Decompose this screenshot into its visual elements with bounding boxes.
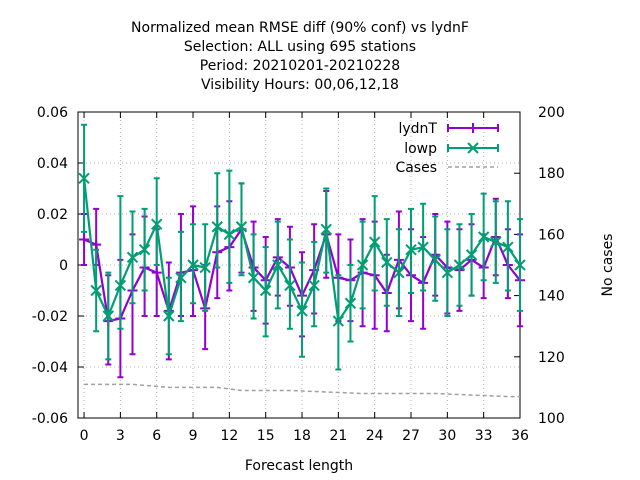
error-bar xyxy=(226,169,233,284)
x-tick-label: 3 xyxy=(116,428,125,444)
chart-title: Normalized mean RMSE diff (90% conf) vs … xyxy=(131,20,469,93)
y2-tick-label: 120 xyxy=(538,350,565,366)
data-point xyxy=(151,218,163,230)
y-axis-ticks: -0.06 -0.04 -0.02 0 0.02 0.04 0.06 xyxy=(32,105,84,427)
title-line: Normalized mean RMSE diff (90% conf) vs … xyxy=(131,20,469,36)
data-point xyxy=(272,259,284,271)
data-point xyxy=(90,284,102,297)
x-tick-label: 6 xyxy=(152,428,161,444)
x-tick-label: 27 xyxy=(402,428,420,444)
data-point xyxy=(308,279,320,292)
series-lowp xyxy=(78,123,526,371)
error-bar xyxy=(214,172,221,269)
data-point xyxy=(441,266,454,279)
data-point xyxy=(381,256,393,269)
data-point xyxy=(79,234,90,245)
title-line: Period: 20210201-20210228 xyxy=(200,58,400,74)
y-tick-label: -0.02 xyxy=(32,309,68,325)
data-point xyxy=(284,279,296,292)
data-point xyxy=(405,243,417,256)
x-tick-label: 15 xyxy=(257,428,275,444)
data-point xyxy=(163,310,175,322)
y2-tick-label: 180 xyxy=(538,166,565,182)
data-point xyxy=(91,239,102,250)
x-tick-label: 21 xyxy=(329,428,347,444)
data-point xyxy=(393,266,405,279)
legend-label: Cases xyxy=(395,160,437,176)
series-cases xyxy=(84,383,520,398)
data-point xyxy=(465,249,478,261)
data-point xyxy=(477,231,490,243)
x-tick-label: 30 xyxy=(438,428,456,444)
legend-marker xyxy=(468,123,478,133)
y-tick-label: -0.04 xyxy=(32,360,68,376)
legend-label: lydnT xyxy=(399,121,438,137)
data-point xyxy=(296,305,308,317)
x-tick-label: 24 xyxy=(366,428,384,444)
y-tick-label: 0.06 xyxy=(37,105,68,121)
x-tick-label: 33 xyxy=(475,428,493,444)
data-point xyxy=(259,284,272,297)
y-tick-label: 0 xyxy=(59,258,68,274)
data-point xyxy=(78,172,90,185)
y-tick-label: -0.06 xyxy=(32,411,68,427)
legend-label: lowp xyxy=(404,141,437,157)
data-point xyxy=(320,223,332,236)
error-bar xyxy=(117,195,124,330)
data-point xyxy=(247,272,260,284)
data-point xyxy=(453,259,466,271)
title-line: Selection: ALL using 695 stations xyxy=(184,39,416,55)
title-line: Visibility Hours: 00,06,12,18 xyxy=(201,77,399,93)
y2-tick-label: 140 xyxy=(538,289,565,305)
x-axis-ticks: 0 3 6 9 12 15 18 21 24 27 30 33 36 xyxy=(80,112,529,444)
data-point xyxy=(417,241,429,253)
data-point xyxy=(368,236,381,248)
data-point xyxy=(114,279,127,292)
y-tick-label: 0.02 xyxy=(37,207,68,223)
y2-tick-label: 100 xyxy=(538,411,565,427)
data-point xyxy=(490,236,502,248)
series xyxy=(78,123,526,398)
data-point xyxy=(187,259,199,271)
data-point xyxy=(502,241,514,253)
data-point xyxy=(344,297,357,309)
legend: lydnT lowp Cases xyxy=(395,121,499,176)
x-tick-label: 9 xyxy=(189,428,198,444)
y2-tick-label: 200 xyxy=(538,105,565,121)
x-tick-label: 36 xyxy=(511,428,529,444)
y-tick-label: 0.04 xyxy=(37,156,68,172)
data-point xyxy=(151,267,162,278)
cases-line xyxy=(84,383,520,398)
x-axis-label: Forecast length xyxy=(245,458,353,474)
data-point xyxy=(514,259,526,271)
y2-axis-ticks: 100 120 140 160 180 200 xyxy=(514,105,565,427)
data-point xyxy=(332,315,345,327)
data-point xyxy=(211,221,223,233)
y2-axis-label: No cases xyxy=(600,234,616,297)
data-point xyxy=(235,221,248,233)
data-point xyxy=(429,254,441,266)
data-point xyxy=(175,272,187,284)
y2-tick-label: 160 xyxy=(538,227,565,243)
legend-marker xyxy=(467,142,479,154)
data-point xyxy=(138,243,151,256)
x-tick-label: 18 xyxy=(293,428,311,444)
data-point xyxy=(356,259,369,271)
x-tick-label: 0 xyxy=(80,428,89,444)
data-point xyxy=(199,261,211,274)
data-point xyxy=(126,251,139,264)
data-point xyxy=(102,310,114,322)
x-tick-label: 12 xyxy=(220,428,238,444)
data-point xyxy=(223,228,236,241)
